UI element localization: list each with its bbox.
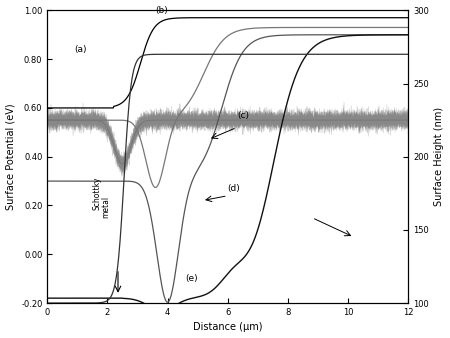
Text: (d): (d) xyxy=(227,184,240,193)
X-axis label: Distance (μm): Distance (μm) xyxy=(193,322,262,333)
Text: (e): (e) xyxy=(185,274,198,283)
Text: (a): (a) xyxy=(74,45,87,54)
Text: (c): (c) xyxy=(237,111,249,120)
Text: (b): (b) xyxy=(155,6,168,15)
Text: metal: metal xyxy=(102,196,111,218)
Y-axis label: Surface Height (nm): Surface Height (nm) xyxy=(434,107,445,206)
Text: Schottky: Schottky xyxy=(92,177,101,210)
Y-axis label: Surface Potential (eV): Surface Potential (eV) xyxy=(5,103,16,210)
